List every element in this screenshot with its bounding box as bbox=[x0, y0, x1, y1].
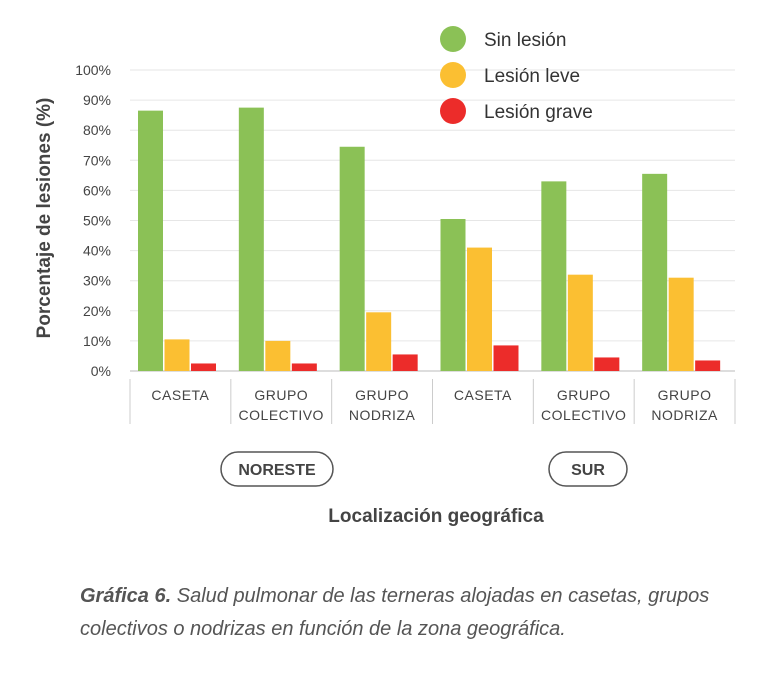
bar bbox=[366, 312, 392, 371]
bar bbox=[238, 107, 264, 371]
bar bbox=[291, 363, 317, 371]
bar bbox=[695, 360, 721, 371]
bar bbox=[392, 354, 418, 371]
bar bbox=[138, 110, 163, 371]
legend-label: Sin lesión bbox=[484, 30, 566, 51]
y-tick-label: 60% bbox=[83, 182, 111, 198]
bar bbox=[265, 340, 291, 371]
legend: Sin lesión Lesión leve Lesión grave bbox=[440, 26, 593, 124]
legend-swatch bbox=[440, 26, 466, 52]
x-tick-label: CASETA bbox=[454, 387, 512, 403]
bars bbox=[138, 107, 721, 371]
bar bbox=[541, 181, 567, 371]
legend-label: Lesión leve bbox=[484, 66, 580, 87]
bar bbox=[642, 173, 668, 371]
y-tick-label: 70% bbox=[83, 152, 111, 168]
x-tick-label: GRUPO bbox=[658, 387, 712, 403]
legend-swatch bbox=[440, 98, 466, 124]
x-tick-label: NODRIZA bbox=[349, 407, 416, 423]
y-tick-label: 50% bbox=[83, 213, 111, 229]
x-axis-label: Localización geográfica bbox=[328, 506, 544, 527]
y-tick-label: 0% bbox=[91, 363, 111, 379]
bar bbox=[567, 274, 593, 371]
x-tick-label: GRUPO bbox=[254, 387, 308, 403]
x-tick-label: GRUPO bbox=[557, 387, 611, 403]
y-tick-label: 90% bbox=[83, 92, 111, 108]
region-labels: NORESTE SUR bbox=[220, 451, 628, 487]
x-tick-label: NODRIZA bbox=[651, 407, 718, 423]
y-tick-label: 100% bbox=[75, 62, 111, 78]
legend-swatch bbox=[440, 62, 466, 88]
bar bbox=[191, 363, 216, 371]
y-axis-label: Porcentaje de lesiones (%) bbox=[34, 98, 55, 339]
x-axis-categories: CASETA GRUPO COLECTIVO GRUPO NODRIZA CASETA GR… bbox=[129, 379, 736, 424]
y-tick-label: 10% bbox=[83, 333, 111, 349]
gridlines bbox=[130, 69, 735, 372]
x-tick-label: COLECTIVO bbox=[239, 407, 324, 423]
region-pill bbox=[220, 451, 334, 487]
y-tick-label: 30% bbox=[83, 273, 111, 289]
caption-label: Gráfica 6. bbox=[80, 585, 172, 607]
bar bbox=[493, 345, 519, 371]
region-label: SUR bbox=[571, 462, 605, 479]
y-tick-label: 80% bbox=[83, 122, 111, 138]
caption-text: Salud pulmonar de las terneras alojadas … bbox=[80, 585, 710, 640]
x-tick-label: GRUPO bbox=[355, 387, 409, 403]
x-tick-label: COLECTIVO bbox=[541, 407, 626, 423]
figure-caption: Gráfica 6. Salud pulmonar de las ternera… bbox=[80, 580, 720, 646]
y-tick-label: 20% bbox=[83, 303, 111, 319]
bar-chart: 0% 10% 20% 30% 40% 50% 60% 70% 80% 90% 100% CASETA… bbox=[34, 26, 736, 527]
region-label: NORESTE bbox=[238, 462, 316, 479]
region-pill bbox=[548, 451, 628, 487]
bar bbox=[164, 339, 190, 371]
y-axis-ticks: 0% 10% 20% 30% 40% 50% 60% 70% 80% 90% 100% bbox=[75, 62, 111, 379]
x-tick-label: CASETA bbox=[151, 387, 209, 403]
bar bbox=[440, 218, 466, 371]
legend-label: Lesión grave bbox=[484, 102, 593, 123]
bar bbox=[339, 146, 365, 371]
bar bbox=[668, 277, 694, 371]
bar bbox=[594, 357, 620, 371]
y-tick-label: 40% bbox=[83, 243, 111, 259]
bar bbox=[467, 247, 492, 371]
